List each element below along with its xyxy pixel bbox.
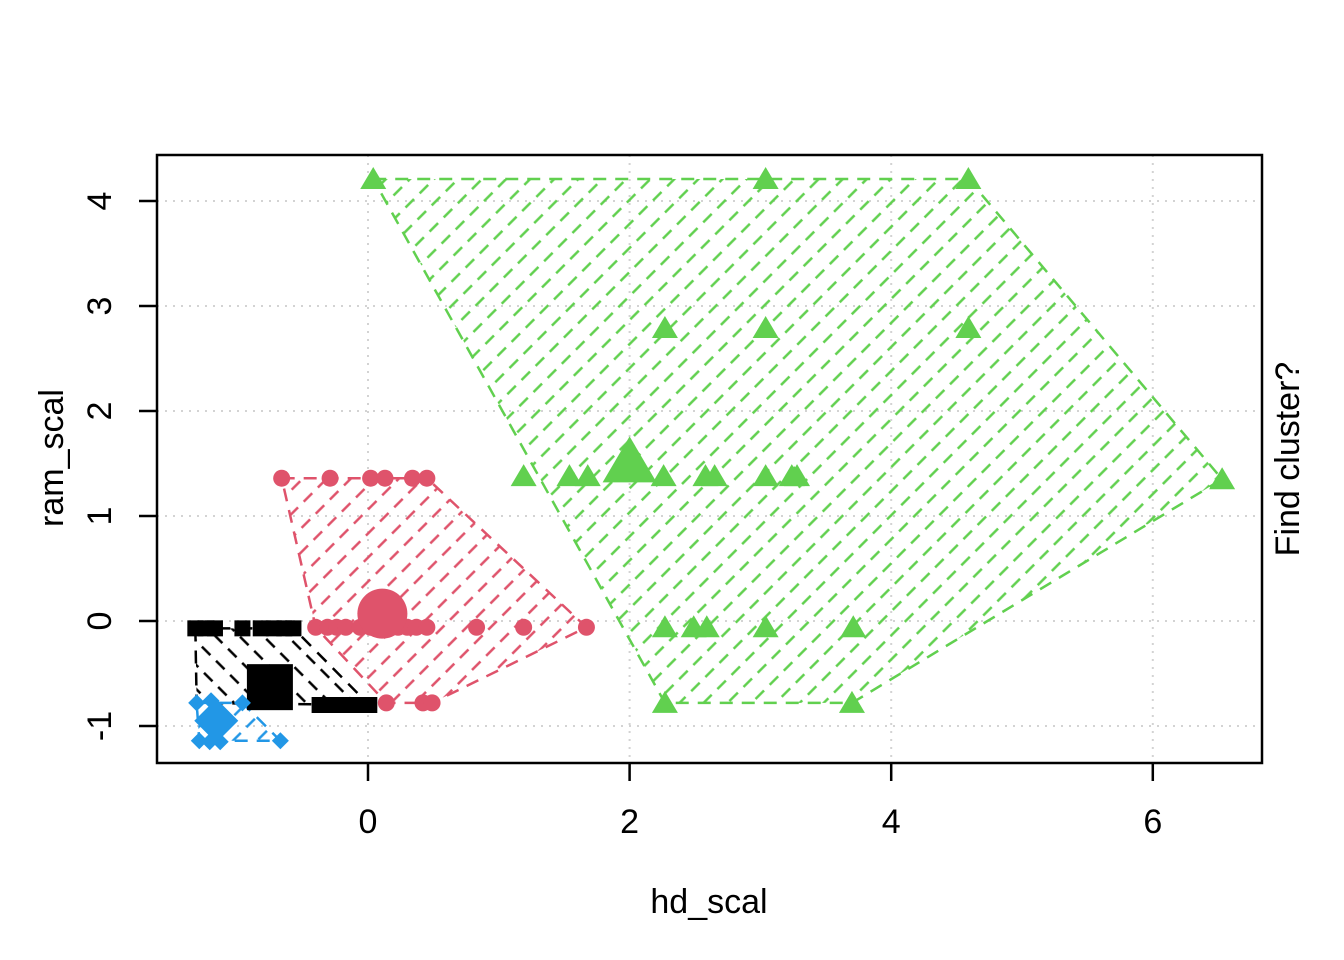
y-tick-label: 3 xyxy=(81,296,119,316)
cluster-3-green-triangles-point xyxy=(1209,467,1236,490)
cluster-3-green-triangles-point xyxy=(784,464,811,487)
cluster-3-green-triangles-point xyxy=(556,464,583,487)
cluster-1-black-squares-point xyxy=(361,697,378,713)
y-tick-label: 4 xyxy=(81,191,119,211)
cluster-1-black-squares-medoid xyxy=(246,664,293,711)
cluster-2-red-circles-medoid xyxy=(357,588,408,639)
cluster-1-black-squares-point xyxy=(206,620,223,637)
cluster-2-red-circles-point xyxy=(321,469,339,487)
cluster-1-black-squares-point xyxy=(234,620,251,637)
cluster-3-green-triangles-point xyxy=(840,615,867,638)
cluster-2-red-circles-point xyxy=(418,469,436,487)
x-tick-label: 6 xyxy=(1143,803,1163,841)
cluster-3-green-triangles-medoid xyxy=(602,436,657,483)
cluster-3-green-triangles-point xyxy=(360,166,387,189)
cluster-3-green-triangles-point xyxy=(752,464,779,487)
cluster-2-red-circles-point xyxy=(403,469,421,487)
cluster-2-red-circles-point xyxy=(418,618,436,636)
y-tick-label: 0 xyxy=(81,611,119,631)
cluster-3-green-triangles-point xyxy=(651,615,678,638)
cluster-4-blue-diamonds-point xyxy=(233,694,251,712)
cluster-3-green-triangles-point xyxy=(651,690,678,713)
cluster-2-red-circles-point xyxy=(423,694,441,712)
x-tick-label: 4 xyxy=(881,803,901,841)
cluster-3-green-triangles-point xyxy=(701,464,728,487)
x-axis-title: hd_scal xyxy=(650,883,768,921)
cluster-3-green-triangles-point xyxy=(752,316,779,339)
cluster-4-blue-diamonds-medoid xyxy=(194,698,239,743)
cluster-2-red-circles-point xyxy=(337,618,355,636)
y-axis-title: ram_scal xyxy=(33,389,71,527)
y-tick-label: -1 xyxy=(81,710,119,742)
cluster-3-green-triangles-point xyxy=(955,316,982,339)
y-tick-label: 1 xyxy=(81,506,119,526)
cluster-4-blue-diamonds-point xyxy=(271,732,289,750)
x-tick-label: 2 xyxy=(620,803,640,841)
cluster-2-red-circles-point xyxy=(515,618,533,636)
cluster-3-green-triangles-point xyxy=(651,316,678,339)
cluster-1-black-squares-point xyxy=(345,697,362,713)
cluster-1-black-squares-point xyxy=(252,620,269,637)
cluster-4-blue-diamonds-point xyxy=(188,694,206,712)
cluster-3-green-triangles-point xyxy=(510,464,537,487)
x-tick-label: 0 xyxy=(358,803,378,841)
cluster-2-red-circles-point xyxy=(307,618,325,636)
cluster-2-red-circles-point xyxy=(468,618,486,636)
cluster-2-red-circles-point xyxy=(376,469,394,487)
cluster-1-black-squares-point xyxy=(285,620,302,637)
cluster-3-green-triangles-point xyxy=(650,464,677,487)
cluster-2-red-circles-point xyxy=(377,694,395,712)
cluster-3-green-triangles-point xyxy=(752,615,779,638)
cluster-3-green-triangles-point xyxy=(693,615,720,638)
cluster-3-green-triangles-hull xyxy=(371,177,1225,705)
cluster-2-red-circles-point xyxy=(273,469,291,487)
y-tick-label: 2 xyxy=(81,401,119,421)
cluster-2-red-circles-point xyxy=(577,618,595,636)
cluster-3-green-triangles-point xyxy=(752,166,779,189)
cluster-2-red-circles-point xyxy=(362,469,380,487)
cluster-3-green-triangles-point xyxy=(574,464,601,487)
cluster-3-green-triangles-point xyxy=(838,690,865,713)
right-axis-annotation: Find cluster? xyxy=(1269,361,1307,557)
cluster-3-green-triangles-point xyxy=(955,166,982,189)
cluster-4-blue-diamonds-point xyxy=(190,732,208,750)
plot-border xyxy=(155,153,1264,765)
